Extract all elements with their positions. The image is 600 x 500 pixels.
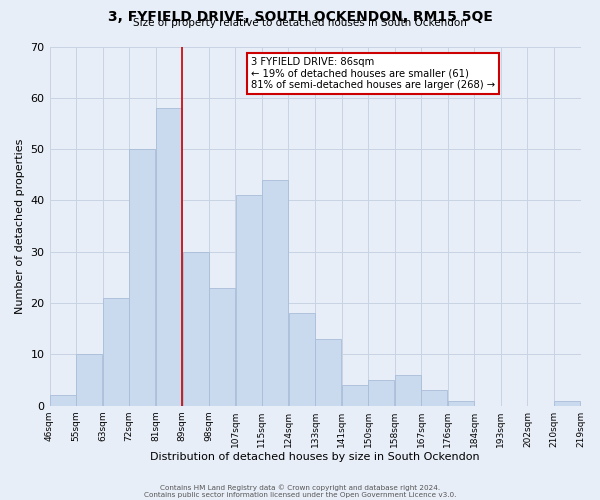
Bar (103, 298, 129, 406)
Bar (448, 400, 474, 406)
Bar (315, 339, 341, 406)
Bar (156, 108, 182, 406)
Y-axis label: Number of detached properties: Number of detached properties (15, 138, 25, 314)
Bar (236, 196, 262, 406)
Bar (421, 390, 448, 406)
X-axis label: Distribution of detached houses by size in South Ockendon: Distribution of detached houses by size … (150, 452, 480, 462)
Text: 3, FYFIELD DRIVE, SOUTH OCKENDON, RM15 5QE: 3, FYFIELD DRIVE, SOUTH OCKENDON, RM15 5… (107, 10, 493, 24)
Bar (289, 314, 315, 406)
Bar (50, 396, 76, 406)
Bar (262, 180, 288, 406)
Bar (182, 252, 209, 406)
Text: Size of property relative to detached houses in South Ockendon: Size of property relative to detached ho… (133, 18, 467, 28)
Bar (76, 354, 103, 406)
Text: 3 FYFIELD DRIVE: 86sqm
← 19% of detached houses are smaller (61)
81% of semi-det: 3 FYFIELD DRIVE: 86sqm ← 19% of detached… (251, 58, 496, 90)
Bar (368, 380, 394, 406)
Bar (554, 400, 580, 406)
Bar (209, 288, 235, 406)
Bar (342, 385, 368, 406)
Bar (395, 375, 421, 406)
Text: Contains HM Land Registry data © Crown copyright and database right 2024.: Contains HM Land Registry data © Crown c… (160, 484, 440, 491)
Text: Contains public sector information licensed under the Open Government Licence v3: Contains public sector information licen… (144, 492, 456, 498)
Bar (130, 149, 155, 406)
